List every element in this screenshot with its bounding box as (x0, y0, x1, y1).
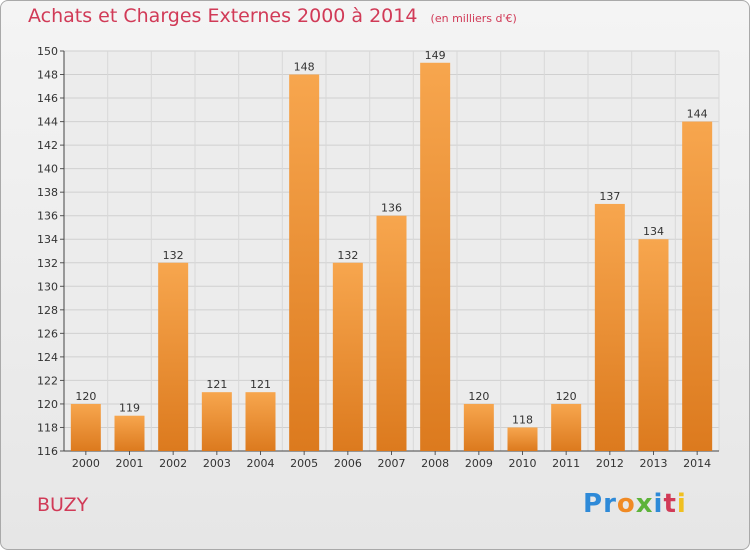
x-tick-label-2011: 2011 (552, 457, 580, 470)
y-tick-label: 128 (37, 304, 58, 317)
data-label-2014: 144 (687, 108, 708, 121)
x-tick-label-2014: 2014 (683, 457, 711, 470)
y-tick-label: 130 (37, 280, 58, 293)
bar-2008 (420, 62, 451, 451)
bar-2007 (376, 215, 407, 451)
logo-letter: r (603, 489, 617, 519)
x-tick-label-2001: 2001 (116, 457, 144, 470)
data-label-2002: 132 (163, 249, 184, 262)
x-tick-label-2003: 2003 (203, 457, 231, 470)
logo-letter: x (635, 489, 654, 519)
bar-layer (70, 62, 713, 452)
x-tick-label-2000: 2000 (72, 457, 100, 470)
y-tick-label: 142 (37, 139, 58, 152)
y-tick-label: 120 (37, 398, 58, 411)
y-tick-label: 134 (37, 233, 58, 246)
data-label-2012: 137 (599, 190, 620, 203)
data-label-2011: 120 (556, 390, 577, 403)
y-tick-label: 138 (37, 186, 58, 199)
x-tick-label-2004: 2004 (247, 457, 275, 470)
data-label-2013: 134 (643, 225, 664, 238)
axis-layer: 116 118 120 122 124 126 128 130 132 134 136 138 140 1… (37, 45, 719, 470)
x-tick-label-2013: 2013 (640, 457, 668, 470)
x-tick-label-2006: 2006 (334, 457, 362, 470)
x-tick-label-2009: 2009 (465, 457, 493, 470)
y-tick-label: 116 (37, 445, 58, 458)
data-label-2004: 121 (250, 378, 271, 391)
bar-2002 (158, 262, 189, 451)
data-label-2000: 120 (75, 390, 96, 403)
x-tick-label-2010: 2010 (509, 457, 537, 470)
y-tick-label: 146 (37, 92, 58, 105)
logo-letter: P (583, 489, 604, 519)
bar-2000 (70, 403, 101, 451)
logo-letter: i (653, 489, 664, 519)
bar-2001 (114, 415, 145, 451)
data-label-2008: 149 (425, 49, 446, 62)
x-tick-label-2005: 2005 (290, 457, 318, 470)
logo-letter: i (676, 489, 687, 519)
proxiti-logo: Proxiti (583, 489, 687, 519)
x-tick-label-2008: 2008 (421, 457, 449, 470)
y-tick-label: 136 (37, 210, 58, 223)
data-label-2001: 119 (119, 402, 140, 415)
y-tick-label: 150 (37, 45, 58, 58)
y-tick-label: 148 (37, 69, 58, 82)
y-tick-label: 122 (37, 374, 58, 387)
bar-2005 (289, 74, 320, 451)
bar-2013 (638, 239, 669, 451)
data-label-2003: 121 (206, 378, 227, 391)
data-label-2009: 120 (468, 390, 489, 403)
bar-2012 (594, 203, 625, 451)
label-layer: 120 119 132 121 121 148 132 136 149 120 118 120 137 1… (75, 49, 707, 427)
x-tick-label-2012: 2012 (596, 457, 624, 470)
y-tick-label: 132 (37, 257, 58, 270)
y-tick-label: 126 (37, 327, 58, 340)
y-tick-label: 144 (37, 116, 58, 129)
y-tick-label: 118 (37, 421, 58, 434)
data-label-2005: 148 (294, 61, 315, 74)
data-label-2010: 118 (512, 413, 533, 426)
bar-2010 (507, 427, 538, 451)
logo-letter: t (663, 489, 677, 519)
bar-2011 (551, 403, 582, 451)
x-tick-label-2002: 2002 (159, 457, 187, 470)
bar-2014 (682, 121, 713, 452)
y-tick-label: 140 (37, 163, 58, 176)
logo-letter: o (616, 489, 636, 519)
title-line: Achats et Charges Externes 2000 à 2014 (… (28, 5, 517, 27)
y-tick-label: 124 (37, 351, 58, 364)
chart-title: Achats et Charges Externes 2000 à 2014 (28, 5, 418, 27)
bar-2004 (245, 392, 276, 451)
bar-2009 (463, 403, 494, 451)
chart-unit: (en milliers d'€) (430, 12, 517, 25)
commune-name: BUZY (37, 494, 89, 516)
x-tick-label-2007: 2007 (378, 457, 406, 470)
bar-2006 (332, 262, 363, 451)
bar-2003 (201, 392, 232, 451)
data-label-2007: 136 (381, 202, 402, 215)
data-label-2006: 132 (337, 249, 358, 262)
